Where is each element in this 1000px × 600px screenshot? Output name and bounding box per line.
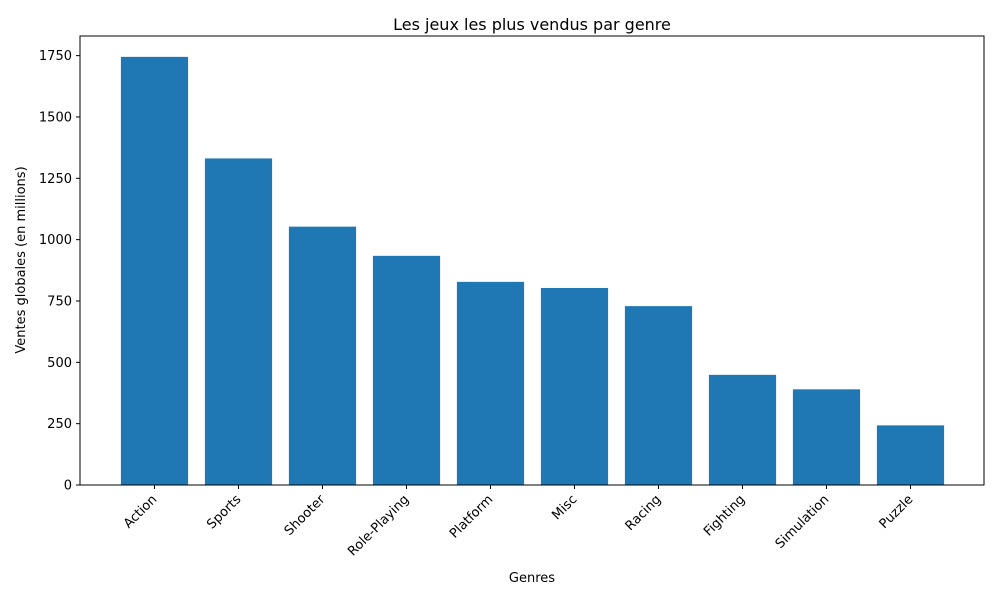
y-tick-label: 750: [47, 294, 72, 309]
bar-misc: [540, 287, 609, 485]
bar-action: [120, 56, 189, 486]
y-tick-label: 1000: [39, 233, 72, 248]
y-axis-ticks: 0 250 500 750 1000 1250 1500 1750: [39, 49, 80, 494]
bars-group: [120, 56, 945, 486]
y-tick-label: 1500: [39, 110, 72, 125]
bar-sports: [204, 158, 273, 485]
bar-puzzle: [876, 425, 945, 485]
chart-title: Les jeux les plus vendus par genre: [393, 15, 671, 34]
bar-platform: [456, 281, 525, 485]
bar-fighting: [708, 374, 777, 485]
plot-frame: [79, 35, 985, 486]
x-axis-label: Genres: [509, 571, 555, 586]
y-tick-label: 250: [47, 417, 72, 432]
bar-shooter: [288, 226, 357, 485]
y-tick-label: 1250: [39, 172, 72, 187]
bar-simulation: [792, 389, 861, 485]
y-tick-label: 1750: [39, 49, 72, 64]
bar-racing: [624, 306, 693, 485]
y-axis-label: Ventes globales (en millions): [14, 166, 29, 353]
y-tick-label: 500: [47, 356, 72, 371]
y-tick-label: 0: [64, 479, 72, 494]
bar-role-playing: [372, 255, 441, 485]
